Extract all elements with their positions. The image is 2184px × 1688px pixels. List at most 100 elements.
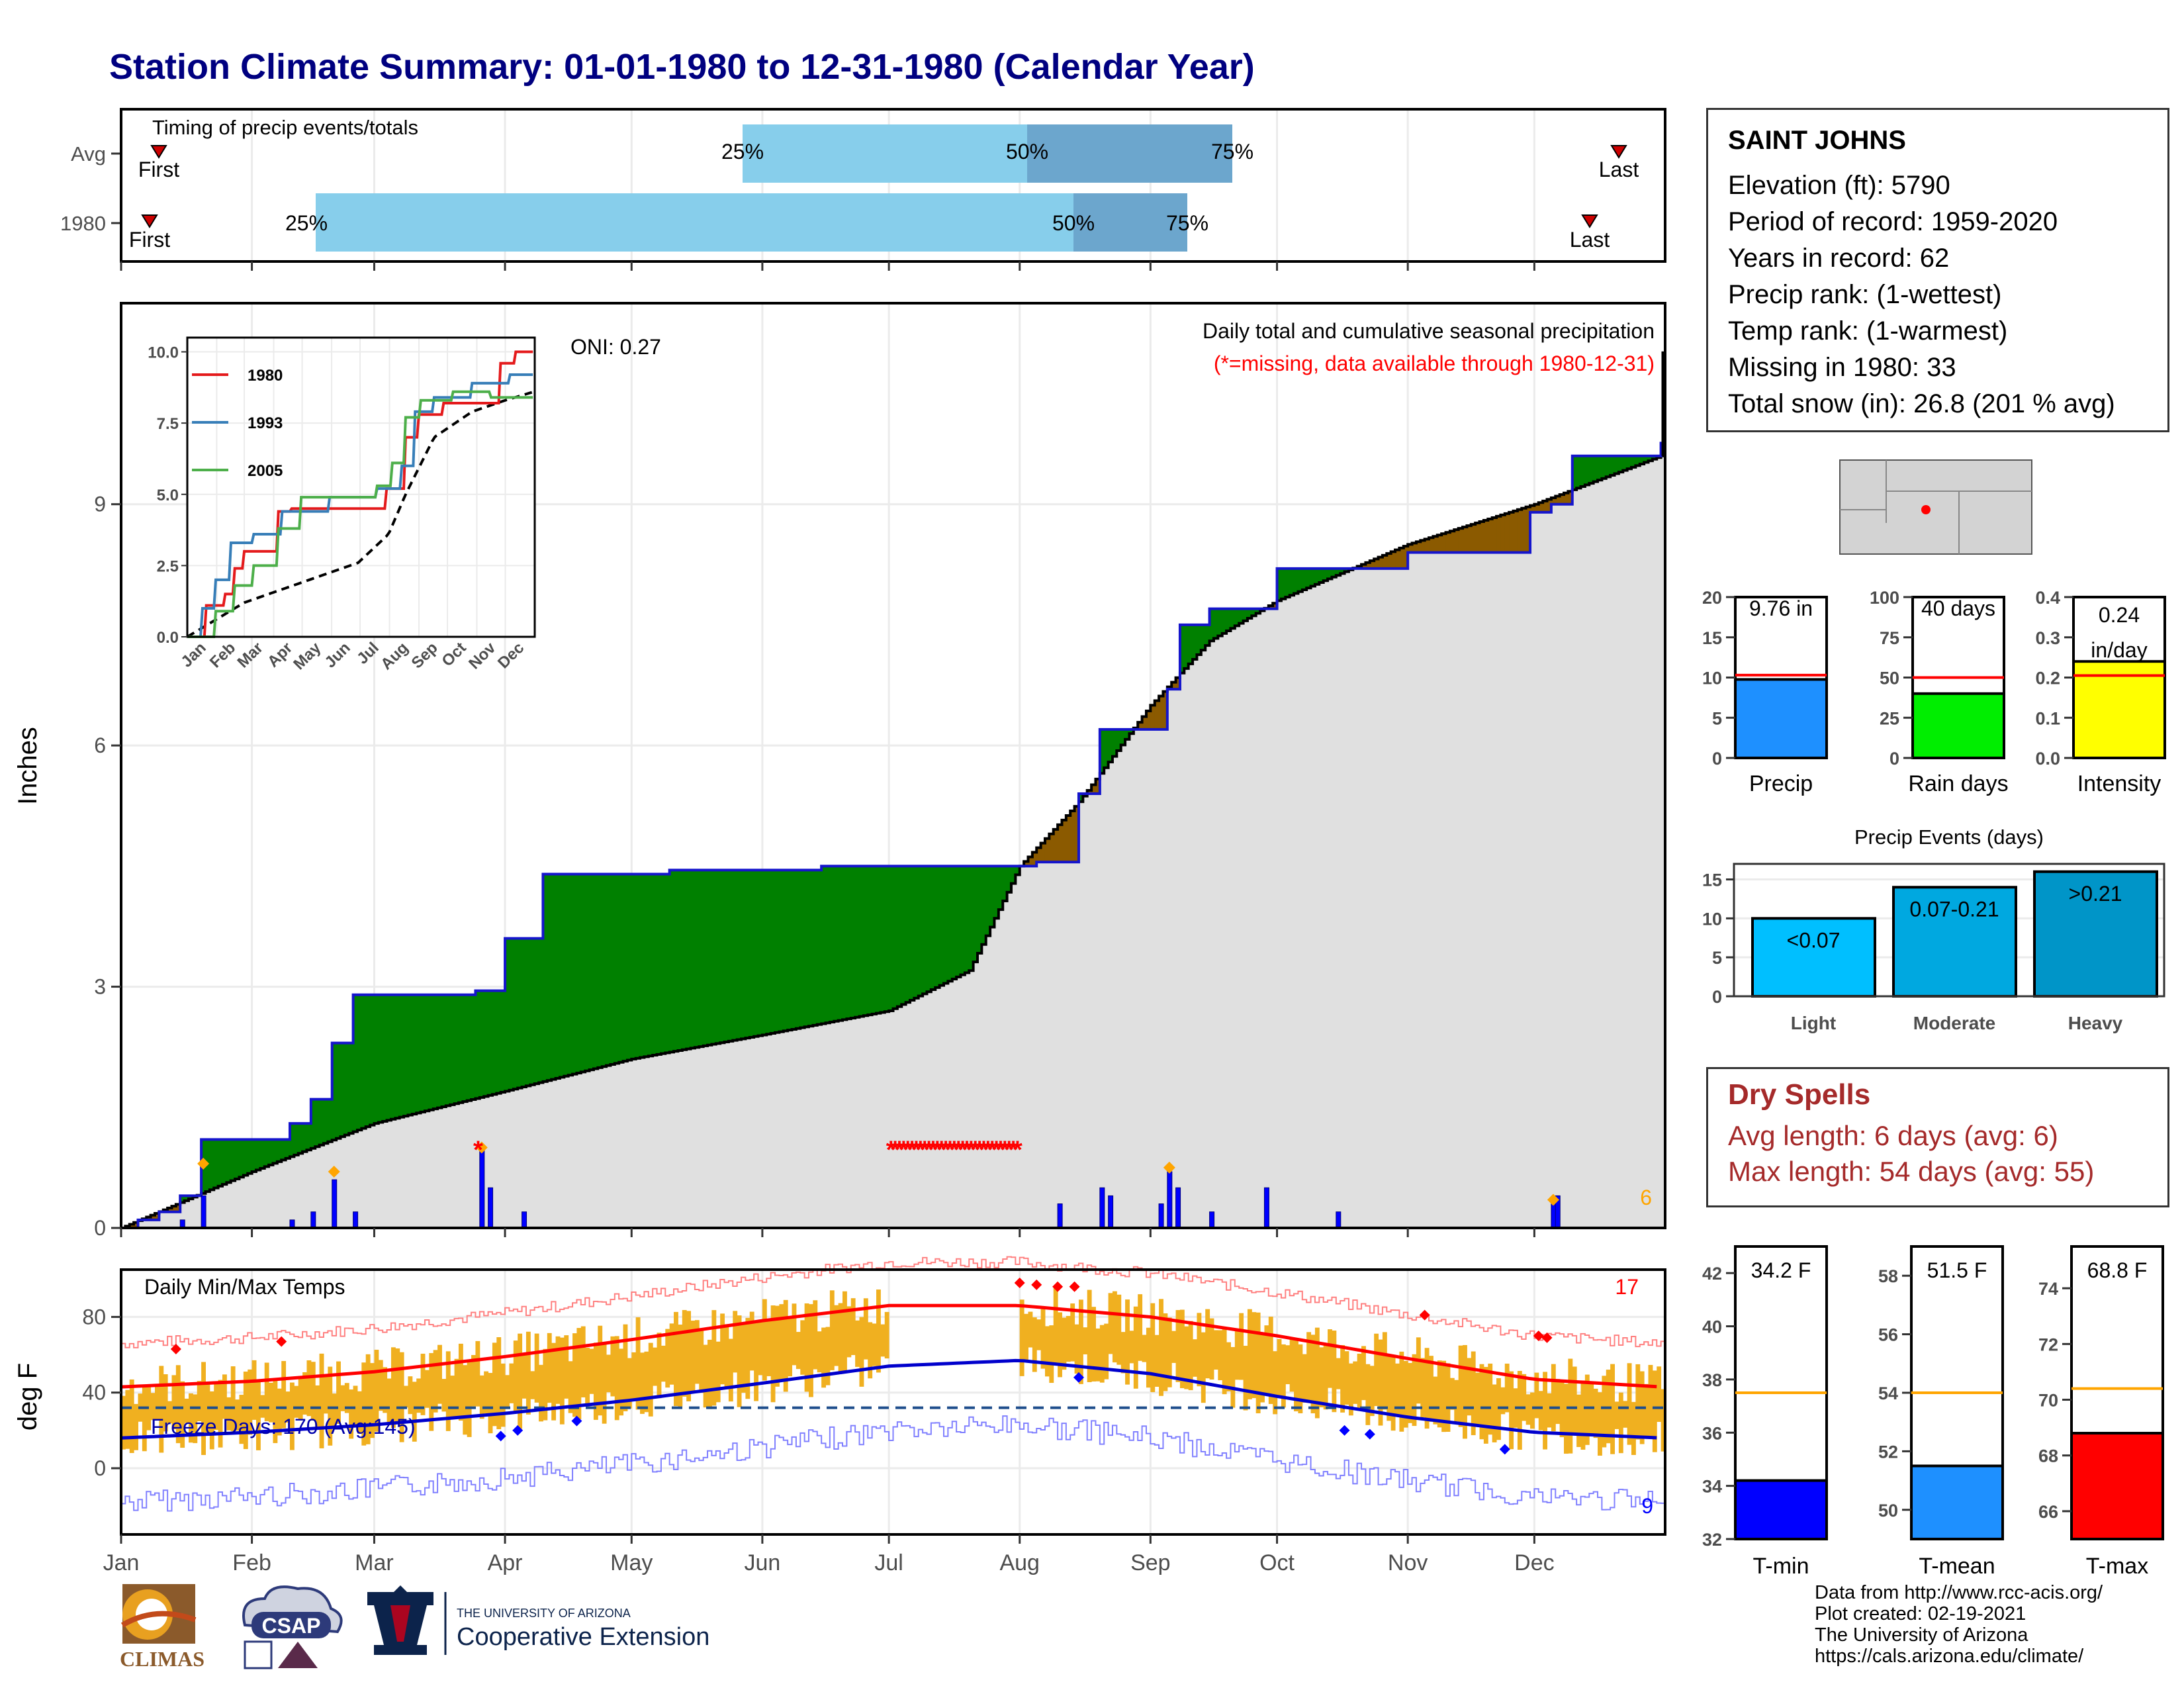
above-normal-area	[931, 866, 936, 990]
record-high-count: 17	[1615, 1275, 1639, 1299]
daily-temp-bar	[1467, 1358, 1472, 1416]
above-normal-area	[226, 1139, 232, 1183]
below-normal-area	[1044, 838, 1050, 863]
daily-temp-bar	[813, 1300, 818, 1370]
above-normal-area	[475, 990, 480, 1099]
temp-gauge-tick-label: 70	[2038, 1391, 2058, 1411]
daily-temp-bar	[635, 1317, 641, 1410]
above-normal-area	[741, 870, 746, 1039]
events-y-tick-label: 0	[1712, 987, 1722, 1007]
chart-title: Station Climate Summary: 01-01-1980 to 1…	[109, 47, 1255, 87]
daily-temp-bar	[1209, 1318, 1214, 1380]
above-normal-area	[901, 866, 907, 1005]
above-normal-area	[509, 938, 514, 1090]
below-normal-area	[1547, 499, 1552, 512]
daily-temp-bar	[1104, 1323, 1109, 1380]
daily-temp-bar	[1243, 1346, 1248, 1411]
daily-precip-bar	[1108, 1195, 1114, 1229]
precip-gauge-tick-label: 0.1	[2035, 708, 2060, 728]
below-normal-area	[1454, 530, 1459, 553]
above-normal-area	[454, 994, 459, 1104]
above-normal-area	[340, 1043, 345, 1137]
below-normal-area	[1361, 564, 1367, 569]
daily-temp-bar	[1378, 1339, 1383, 1426]
above-normal-area	[868, 866, 873, 1015]
daily-temp-bar	[395, 1348, 400, 1422]
daily-temp-bar	[800, 1320, 805, 1375]
inset-y-tick-label: 5.0	[157, 487, 179, 504]
missing-marker: *	[1004, 1137, 1014, 1164]
credit-line: Plot created: 02-19-2021	[1815, 1603, 2026, 1624]
above-normal-area	[433, 994, 438, 1109]
record-low-marker	[1499, 1444, 1510, 1455]
state-map-borders	[1840, 460, 2032, 554]
temp-panel-border	[120, 1268, 1666, 1536]
below-normal-area	[1387, 553, 1392, 569]
missing-marker: *	[928, 1137, 938, 1164]
above-normal-area	[361, 994, 367, 1129]
below-normal-area	[1429, 538, 1434, 553]
above-normal-area	[943, 866, 948, 984]
precip-gauge-label: Precip	[1749, 771, 1813, 796]
below-normal-area	[1496, 516, 1502, 553]
above-normal-area	[969, 866, 974, 971]
daily-temp-bar	[404, 1385, 408, 1408]
above-normal-area	[344, 1043, 349, 1135]
above-normal-area	[1125, 729, 1130, 739]
daily-temp-bar	[825, 1327, 831, 1385]
precip-gauge-tick-label: 20	[1702, 588, 1722, 608]
daily-temp-bar	[631, 1352, 637, 1401]
record-high-line	[121, 1256, 1665, 1348]
daily-temp-bar	[1040, 1308, 1046, 1369]
above-normal-area	[1078, 794, 1083, 802]
above-normal-area	[640, 874, 645, 1058]
daily-temp-bar	[310, 1362, 316, 1421]
daily-temp-bar	[1463, 1344, 1467, 1439]
daily-temp-bar	[349, 1389, 354, 1439]
daily-temp-bar	[1602, 1376, 1607, 1448]
above-normal-area	[1226, 608, 1232, 632]
above-normal-area	[1610, 455, 1615, 475]
daily-temp-bar	[500, 1363, 506, 1427]
daily-temp-bar	[201, 1362, 206, 1456]
daily-temp-bar	[1314, 1327, 1320, 1419]
above-normal-area	[534, 938, 539, 1084]
daily-precip-bar	[1209, 1211, 1215, 1229]
station-name: SAINT JOHNS	[1728, 126, 1906, 155]
above-normal-area	[804, 870, 809, 1027]
below-normal-area	[1175, 677, 1181, 690]
snow-marker	[328, 1165, 340, 1178]
daily-precip-bar	[201, 1195, 206, 1229]
above-normal-area	[1302, 568, 1307, 590]
timing-avg-bar-50-75	[1027, 124, 1232, 183]
daily-temp-bar	[1568, 1358, 1573, 1454]
daily-temp-bar	[1332, 1331, 1337, 1413]
missing-marker: *	[911, 1137, 921, 1164]
daily-temp-bar	[264, 1362, 269, 1421]
daily-temp-bar	[1298, 1344, 1303, 1413]
above-normal-area	[1306, 568, 1312, 588]
state-map	[1839, 459, 2032, 555]
daily-temp-bar	[273, 1379, 278, 1444]
daily-temp-bar	[534, 1333, 539, 1403]
above-normal-area	[1344, 568, 1349, 572]
below-normal-area	[1074, 806, 1079, 863]
above-normal-area	[1193, 624, 1198, 659]
above-normal-area	[728, 870, 733, 1041]
daily-temp-bar	[850, 1298, 856, 1356]
daily-temp-bar	[1382, 1332, 1387, 1410]
daily-temp-bar	[1492, 1384, 1497, 1442]
timing-avg-p75: 75%	[1211, 140, 1253, 164]
missing-marker: *	[915, 1137, 925, 1164]
daily-temp-bar	[370, 1363, 375, 1438]
daily-temp-bar	[1201, 1332, 1206, 1403]
daily-temp-bar	[1247, 1309, 1252, 1399]
daily-temp-bar	[454, 1358, 459, 1418]
daily-temp-bar	[1403, 1360, 1408, 1428]
daily-temp-bar	[1087, 1289, 1092, 1382]
above-normal-area	[310, 1099, 316, 1149]
daily-temp-bar	[842, 1291, 847, 1373]
daily-temp-bar	[399, 1352, 404, 1442]
above-normal-area	[762, 870, 767, 1035]
above-normal-area	[779, 870, 784, 1032]
